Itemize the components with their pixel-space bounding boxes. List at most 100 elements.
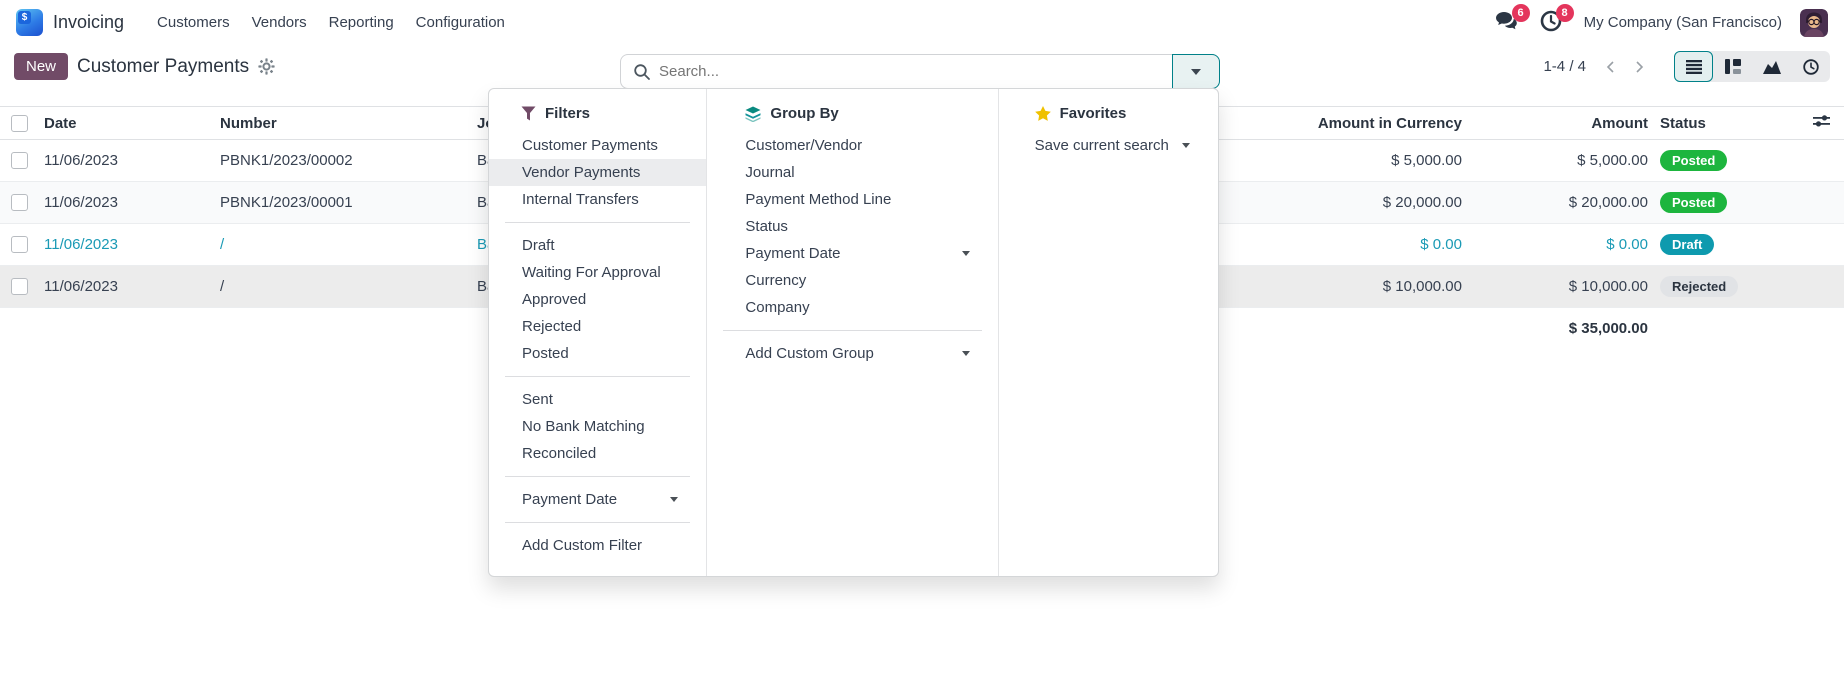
- separator: [505, 376, 691, 377]
- chevron-down-icon: [961, 351, 970, 356]
- groupby-customer-vendor[interactable]: Customer/Vendor: [745, 137, 863, 154]
- messages-button[interactable]: 6: [1492, 3, 1530, 37]
- select-all-checkbox[interactable]: [11, 114, 28, 132]
- cell-date: 11/06/2023: [44, 265, 220, 308]
- status-badge: Posted: [1660, 150, 1728, 171]
- user-avatar[interactable]: [1800, 8, 1828, 37]
- filter-funnel-icon: [521, 106, 536, 121]
- kanban-icon: [1724, 59, 1741, 74]
- favorites-header: Favorites: [999, 105, 1218, 132]
- cell-number: PBNK1/2023/00002: [220, 139, 477, 182]
- filter-sent[interactable]: Sent: [522, 391, 553, 408]
- pager-next-button[interactable]: [1626, 54, 1652, 80]
- filter-reconciled[interactable]: Reconciled: [522, 445, 597, 462]
- row-checkbox[interactable]: [11, 194, 28, 211]
- nav-item-reporting[interactable]: Reporting: [328, 14, 394, 31]
- nav-item-vendors[interactable]: Vendors: [251, 14, 307, 31]
- search-options-toggle[interactable]: [1172, 54, 1220, 89]
- table-header-row: Date Number Journal Amount in Currency A…: [0, 106, 1844, 140]
- groupby-payment-date[interactable]: Payment Date: [707, 240, 997, 267]
- search-input[interactable]: [651, 55, 1173, 88]
- cell-amount: $ 5,000.00: [1462, 139, 1648, 182]
- groupby-currency[interactable]: Currency: [745, 272, 807, 289]
- groupby-payment-method-line[interactable]: Payment Method Line: [745, 191, 892, 208]
- chevron-down-icon: [1182, 143, 1190, 148]
- graph-icon: [1762, 60, 1781, 74]
- table-total-row: $ 35,000.00: [0, 308, 1844, 348]
- control-panel: New Customer Payments: [0, 45, 1844, 89]
- filter-customer-payments[interactable]: Customer Payments: [522, 137, 658, 154]
- column-header-status[interactable]: Status: [1648, 106, 1790, 140]
- nav-item-customers[interactable]: Customers: [157, 14, 230, 31]
- invoicing-app-icon[interactable]: $: [16, 9, 43, 36]
- search-options-dropdown: Filters Customer Payments Vendor Payment…: [488, 88, 1219, 577]
- save-current-search[interactable]: Save current search: [999, 132, 1218, 159]
- list-icon: [1685, 59, 1702, 74]
- favorites-section: Favorites Save current search: [997, 89, 1218, 576]
- filter-posted[interactable]: Posted: [522, 345, 569, 362]
- status-badge: Posted: [1660, 192, 1728, 213]
- cell-date: 11/06/2023: [44, 223, 220, 266]
- messages-count-badge: 6: [1511, 3, 1530, 22]
- status-badge: Rejected: [1660, 276, 1739, 297]
- add-custom-filter[interactable]: Add Custom Filter: [522, 537, 643, 554]
- groupby-status[interactable]: Status: [745, 218, 788, 235]
- activity-clock-icon: [1802, 58, 1819, 75]
- filter-approved[interactable]: Approved: [522, 291, 587, 308]
- layers-icon: [745, 106, 761, 122]
- cell-amount: $ 10,000.00: [1462, 265, 1648, 308]
- sliders-icon: [1813, 115, 1830, 127]
- activities-count-badge: 8: [1555, 3, 1574, 22]
- cell-date: 11/06/2023: [44, 181, 220, 224]
- page-title: Customer Payments: [77, 55, 250, 77]
- status-badge: Draft: [1660, 234, 1715, 255]
- view-switcher: [1674, 51, 1830, 82]
- new-button[interactable]: New: [14, 53, 69, 80]
- company-selector[interactable]: My Company (San Francisco): [1583, 14, 1782, 31]
- row-checkbox[interactable]: [11, 278, 28, 295]
- column-header-date[interactable]: Date: [44, 106, 220, 140]
- filter-rejected[interactable]: Rejected: [522, 318, 582, 335]
- activities-button[interactable]: 8: [1536, 3, 1574, 37]
- cell-date: 11/06/2023: [44, 139, 220, 182]
- pager: 1-4 / 4: [1543, 54, 1652, 80]
- column-header-number[interactable]: Number: [220, 106, 477, 140]
- cell-number: /: [220, 265, 477, 308]
- cell-amount: $ 0.00: [1462, 223, 1648, 266]
- filter-vendor-payments[interactable]: Vendor Payments: [489, 159, 707, 186]
- kanban-view-button[interactable]: [1713, 51, 1752, 82]
- cell-number: /: [220, 223, 477, 266]
- cell-number: PBNK1/2023/00001: [220, 181, 477, 224]
- top-navbar: $ Invoicing Customers Vendors Reporting …: [0, 0, 1844, 45]
- filter-draft[interactable]: Draft: [522, 237, 555, 254]
- separator: [505, 222, 691, 223]
- chevron-down-icon: [670, 497, 679, 502]
- row-checkbox[interactable]: [11, 152, 28, 169]
- column-header-amount[interactable]: Amount: [1462, 106, 1648, 140]
- activity-view-button[interactable]: [1791, 51, 1830, 82]
- filter-internal-transfers[interactable]: Internal Transfers: [522, 191, 639, 208]
- chevron-down-icon: [1191, 68, 1201, 75]
- list-view-button[interactable]: [1674, 51, 1713, 82]
- filters-section: Filters Customer Payments Vendor Payment…: [489, 89, 707, 576]
- groupby-company[interactable]: Company: [745, 299, 810, 316]
- navbar-systray: 6 8 My Company (San Francisco): [1492, 3, 1828, 37]
- row-checkbox[interactable]: [11, 236, 28, 253]
- view-options-gear-icon[interactable]: [258, 58, 275, 75]
- search-icon: [621, 55, 651, 88]
- app-title[interactable]: Invoicing: [53, 12, 125, 32]
- groupby-journal[interactable]: Journal: [745, 164, 795, 181]
- pager-previous-button[interactable]: [1598, 54, 1624, 80]
- filter-no-bank-matching[interactable]: No Bank Matching: [522, 418, 645, 435]
- filter-waiting-for-approval[interactable]: Waiting For Approval: [522, 264, 661, 281]
- filter-payment-date[interactable]: Payment Date: [489, 486, 706, 513]
- cell-amount: $ 20,000.00: [1462, 181, 1648, 224]
- graph-view-button[interactable]: [1752, 51, 1791, 82]
- search-bar: [620, 54, 1220, 89]
- add-custom-group[interactable]: Add Custom Group: [707, 340, 997, 367]
- optional-columns-button[interactable]: [1790, 106, 1844, 140]
- nav-item-configuration[interactable]: Configuration: [415, 14, 505, 31]
- chevron-down-icon: [961, 251, 970, 256]
- group-by-header: Group By: [707, 105, 997, 132]
- chat-bubbles-icon: [1495, 11, 1518, 35]
